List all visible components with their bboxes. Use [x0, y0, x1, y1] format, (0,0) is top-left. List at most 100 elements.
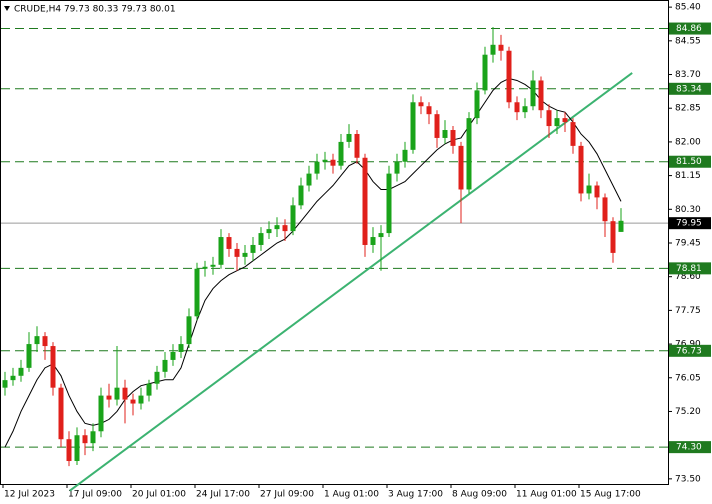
candle-body	[18, 367, 24, 376]
candle-body	[578, 145, 584, 194]
candle-body	[258, 233, 264, 245]
trendline	[69, 72, 633, 492]
candle-body	[138, 395, 144, 404]
candle-body	[546, 110, 552, 127]
candle-body	[154, 371, 160, 384]
candle-body	[178, 344, 184, 352]
candle-body	[290, 205, 296, 232]
candle-body	[506, 50, 512, 103]
candle-body	[162, 359, 168, 372]
candle-body	[274, 225, 280, 230]
candle-body	[282, 225, 288, 232]
y-tick-label: 83.70	[675, 70, 701, 80]
candle-body	[570, 122, 576, 146]
y-tick-label: 82.00	[675, 137, 701, 147]
candle-body	[306, 173, 312, 186]
candle-body	[82, 435, 88, 444]
candle-body	[554, 118, 560, 127]
candle-body	[210, 264, 216, 267]
candle-body	[586, 185, 592, 194]
candle-body	[322, 159, 328, 162]
level-label-box	[669, 82, 711, 95]
y-tick-label: 85.40	[675, 3, 701, 13]
current-price-label: 79.95	[676, 219, 702, 229]
candle-body	[354, 133, 360, 158]
candle-body	[442, 130, 448, 138]
candle-body	[434, 114, 440, 138]
candle-body	[538, 80, 544, 111]
candle-body	[370, 237, 376, 245]
level-label: 74.30	[676, 443, 702, 453]
symbol-icon	[4, 6, 10, 11]
y-tick-label: 79.45	[675, 238, 701, 248]
level-label-box	[669, 262, 711, 275]
level-label-box	[669, 344, 711, 357]
candle-body	[522, 106, 528, 113]
candle-body	[410, 102, 416, 150]
candle-body	[562, 118, 568, 123]
candle-body	[186, 316, 192, 345]
y-tick-label: 76.90	[675, 340, 701, 350]
candle-body	[514, 102, 520, 113]
candle-body	[58, 387, 64, 440]
y-tick-label: 76.05	[675, 373, 701, 383]
x-tick-label: 20 Jul 01:00	[132, 490, 186, 500]
candle-body	[234, 248, 240, 257]
candle-body	[98, 395, 104, 432]
level-label-box	[669, 22, 711, 35]
y-tick-label: 77.75	[675, 306, 701, 316]
plot-frame	[0, 0, 669, 485]
x-tick-label: 17 Jul 09:00	[68, 490, 122, 500]
y-tick-label: 78.60	[675, 272, 701, 282]
x-tick-label: 12 Jul 2023	[4, 490, 55, 500]
candle-body	[474, 90, 480, 119]
x-tick-label: 1 Aug 01:00	[324, 490, 379, 500]
candle-body	[594, 185, 600, 198]
level-label-box	[669, 441, 711, 454]
x-tick-label: 27 Jul 09:00	[260, 490, 314, 500]
candle-body	[66, 439, 72, 462]
candle-body	[418, 102, 424, 107]
candle-body	[266, 229, 272, 234]
candle-body	[114, 387, 120, 400]
candle-body	[402, 149, 408, 162]
x-tick-label: 24 Jul 17:00	[196, 490, 250, 500]
candle-body	[194, 268, 200, 317]
candle-body	[2, 380, 8, 388]
candle-body	[298, 185, 304, 206]
candle-body	[338, 141, 344, 166]
candle-body	[218, 237, 224, 265]
x-tick-label: 15 Aug 17:00	[580, 490, 641, 500]
level-label: 76.73	[676, 346, 702, 356]
candle-body	[618, 220, 624, 232]
y-tick-label: 84.55	[675, 36, 701, 46]
candle-body	[42, 336, 48, 347]
candle-body	[314, 161, 320, 174]
candle-body	[490, 44, 496, 55]
chart-title: CRUDE,H4 79.73 80.33 79.73 80.01	[14, 5, 176, 15]
candle-body	[146, 383, 152, 396]
candle-body	[330, 159, 336, 166]
candle-body	[450, 130, 456, 146]
candle-body	[602, 197, 608, 222]
candle-body	[394, 161, 400, 174]
candle-body	[122, 387, 128, 400]
candle-body	[202, 266, 208, 269]
y-tick-label: 80.30	[675, 205, 701, 215]
candle-body	[346, 133, 352, 142]
candle-body	[242, 252, 248, 257]
candle-body	[34, 336, 40, 345]
y-tick-label: 73.50	[675, 474, 701, 484]
x-tick-label: 8 Aug 09:00	[452, 490, 507, 500]
candle-body	[10, 375, 16, 381]
candle-body	[482, 54, 488, 91]
candle-body	[226, 237, 232, 249]
candle-body	[386, 173, 392, 234]
candle-body	[498, 44, 504, 51]
level-label: 84.86	[676, 24, 702, 34]
candle-body	[74, 435, 80, 462]
y-tick-label: 81.15	[675, 171, 701, 181]
level-label: 83.34	[676, 84, 702, 94]
y-tick-label: 75.20	[675, 407, 701, 417]
